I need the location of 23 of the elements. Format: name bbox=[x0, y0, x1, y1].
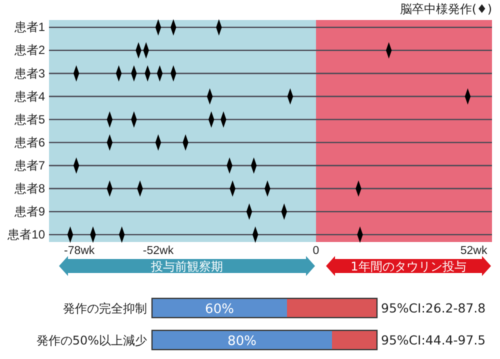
x-tick-label: -52wk bbox=[142, 245, 174, 258]
category-label: 発作の50%以上減少 bbox=[36, 334, 147, 348]
y-tick-label: 患者8 bbox=[13, 181, 46, 196]
y-tick-label: 患者9 bbox=[13, 204, 46, 218]
data-label: 80% bbox=[228, 334, 256, 349]
y-tick-label: 患者10 bbox=[6, 227, 46, 242]
y-tick-label: 患者2 bbox=[13, 43, 46, 58]
y-tick-label: 患者3 bbox=[13, 66, 46, 80]
y-tick-label: 患者1 bbox=[13, 20, 46, 34]
x-tick-label: -78wk bbox=[64, 245, 95, 258]
data-label: 60% bbox=[205, 302, 234, 317]
text: 投与前観察期 bbox=[150, 260, 224, 274]
text: 1年間のタウリン投与 bbox=[350, 260, 466, 274]
y-tick-label: 患者6 bbox=[13, 135, 46, 150]
text: 95%CI:44.4-97.5 bbox=[381, 332, 486, 348]
x-tick-label: 52wk bbox=[460, 245, 488, 258]
text: 脳卒中様発作(♦) bbox=[400, 2, 492, 16]
y-tick-label: 患者4 bbox=[13, 89, 46, 104]
text: 95%CI:26.2-87.8 bbox=[381, 300, 486, 316]
y-tick-label: 患者7 bbox=[13, 158, 46, 172]
x-tick-label: 0 bbox=[312, 245, 320, 258]
y-tick-label: 患者5 bbox=[13, 112, 46, 126]
category-label: 発作の完全抑制 bbox=[63, 302, 147, 316]
